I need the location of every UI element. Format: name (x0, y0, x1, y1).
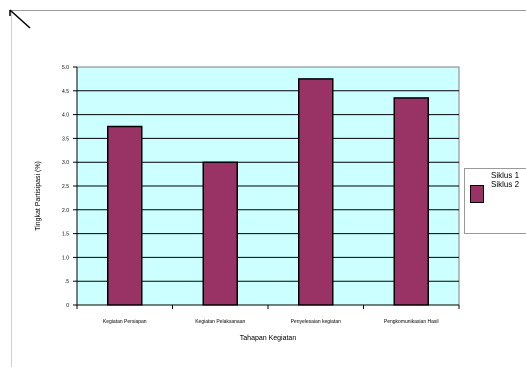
chart-frame-left-border (11, 10, 12, 367)
legend-label-siklus-1: Siklus 1 (491, 171, 520, 180)
x-tick-label: Kegiatan Pelaksanaan (195, 319, 245, 325)
bar (107, 125, 143, 306)
chart-frame-top-border (11, 10, 526, 11)
bars (107, 78, 429, 306)
y-tick-label: 2.0 (62, 208, 69, 214)
bar (393, 97, 429, 306)
x-tick-label: Penyelesaian kegiatan (291, 319, 342, 325)
x-tick-label: Pengkomunikasian Hasil (384, 319, 439, 325)
y-tick-label: 3.5 (62, 136, 69, 142)
y-tick-label: 3.0 (62, 160, 69, 166)
y-tick-label: .5 (65, 279, 69, 285)
y-axis-ticks: 0 .5 1.0 1.5 2.0 2.5 3.0 3.5 4.0 4.5 5.0 (62, 65, 78, 309)
x-axis-ticks: Kegiatan Persiapan Kegiatan Pelaksanaan Pe… (76, 304, 460, 325)
y-tick-label: 2.5 (62, 184, 69, 190)
y-tick-label: 1.0 (62, 255, 69, 261)
resize-corner-icon (9, 9, 31, 29)
bar (202, 161, 238, 306)
x-tick-label: Kegiatan Persiapan (103, 319, 147, 325)
y-tick-label: 4.5 (62, 89, 69, 95)
legend-swatch (470, 185, 484, 203)
x-axis-label: Tahapan Kegiatan (240, 335, 297, 342)
y-tick-label: 4.0 (62, 113, 69, 119)
y-tick-label: 5.0 (62, 65, 69, 71)
legend-label-siklus-2: Siklus 2 (491, 180, 520, 189)
chart-legend: Siklus 1 Siklus 2 (464, 168, 526, 234)
bar (298, 78, 334, 306)
y-tick-label: 1.5 (62, 232, 69, 238)
y-tick-label: 0 (66, 303, 69, 309)
y-axis-label: Tingkat Partisipasi (%) (35, 161, 42, 231)
